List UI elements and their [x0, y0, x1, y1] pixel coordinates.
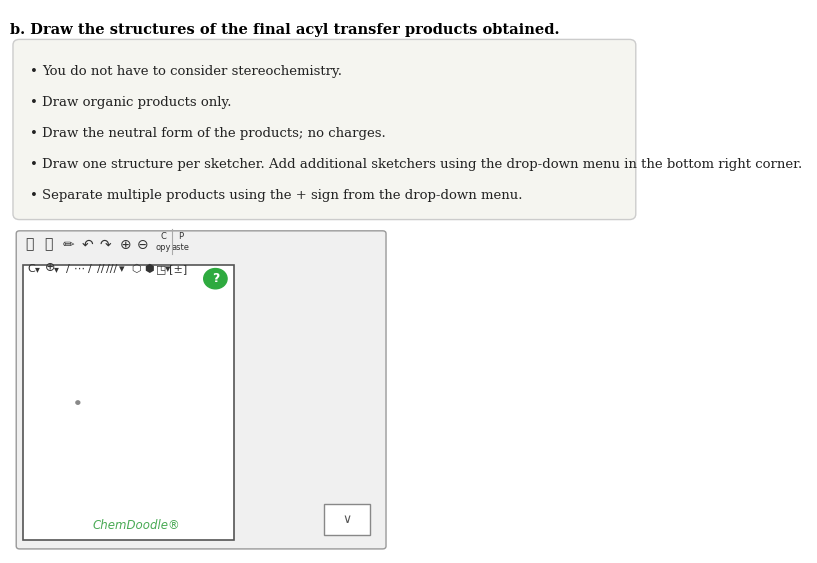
Text: ChemDoodle®: ChemDoodle® — [92, 519, 180, 532]
Text: •: • — [30, 127, 38, 140]
Text: ✋: ✋ — [25, 238, 33, 252]
Text: •: • — [30, 65, 38, 78]
Bar — [324, 504, 370, 535]
Text: ⊕: ⊕ — [46, 261, 56, 274]
Text: P
aste: P aste — [172, 233, 190, 252]
Circle shape — [203, 269, 227, 289]
Text: ◳: ◳ — [156, 264, 166, 274]
Text: ∕: ∕ — [87, 264, 92, 274]
Text: Draw organic products only.: Draw organic products only. — [42, 96, 232, 109]
Text: ∨: ∨ — [342, 513, 351, 526]
Text: C
opy: C opy — [156, 233, 172, 252]
Text: ▾: ▾ — [119, 264, 125, 274]
Text: •: • — [30, 189, 38, 202]
Text: ▾: ▾ — [164, 264, 170, 274]
Text: ↷: ↷ — [100, 238, 112, 252]
Text: ↶: ↶ — [82, 238, 93, 252]
Text: ⬢: ⬢ — [145, 264, 154, 274]
FancyBboxPatch shape — [16, 231, 386, 549]
Text: ▾: ▾ — [34, 264, 39, 274]
Text: ⬡: ⬡ — [132, 264, 141, 274]
Circle shape — [76, 401, 80, 404]
FancyBboxPatch shape — [13, 39, 636, 220]
Text: //: // — [96, 264, 105, 274]
Text: Separate multiple products using the + sign from the drop-down menu.: Separate multiple products using the + s… — [42, 189, 523, 202]
Text: Draw one structure per sketcher. Add additional sketchers using the drop-down me: Draw one structure per sketcher. Add add… — [42, 158, 802, 171]
Text: ⋯: ⋯ — [74, 264, 85, 274]
Text: ✏: ✏ — [62, 238, 74, 252]
Text: Draw the neutral form of the products; no charges.: Draw the neutral form of the products; n… — [42, 127, 386, 140]
Text: You do not have to consider stereochemistry.: You do not have to consider stereochemis… — [42, 65, 342, 78]
Text: /: / — [66, 264, 70, 274]
Text: ⊖: ⊖ — [137, 238, 149, 252]
Text: b. Draw the structures of the final acyl transfer products obtained.: b. Draw the structures of the final acyl… — [10, 23, 559, 37]
Bar — [23, 265, 234, 540]
Text: [±]: [±] — [169, 264, 188, 274]
Text: ⊕: ⊕ — [119, 238, 131, 252]
Text: •: • — [30, 158, 38, 171]
Text: •: • — [30, 96, 38, 109]
Text: C: C — [27, 264, 35, 274]
Text: 🧪: 🧪 — [44, 238, 53, 252]
Text: ?: ? — [212, 272, 219, 285]
Text: ▾: ▾ — [54, 264, 59, 274]
Text: ///: /// — [106, 264, 117, 274]
